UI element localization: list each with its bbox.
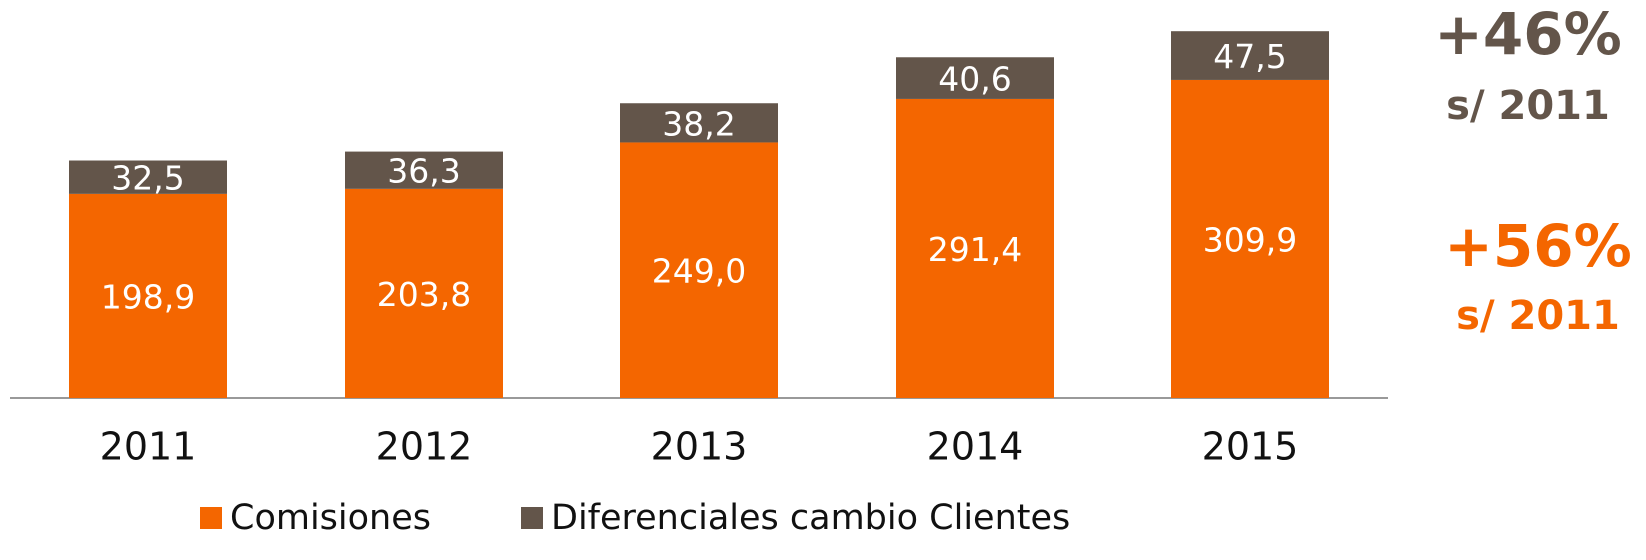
annotation: s/ 2011 bbox=[1456, 293, 1620, 339]
value-label: 249,0 bbox=[652, 252, 746, 291]
bar-segment bbox=[896, 57, 1054, 99]
value-label: 309,9 bbox=[1203, 220, 1297, 259]
bar-segment bbox=[345, 188, 503, 398]
bar-segment bbox=[1171, 31, 1329, 80]
annotation: +46% bbox=[1434, 0, 1621, 68]
value-label: 203,8 bbox=[377, 275, 471, 314]
bar-segment bbox=[69, 193, 227, 398]
value-label: 32,5 bbox=[111, 159, 184, 198]
value-label: 36,3 bbox=[387, 152, 460, 191]
x-tick-label: 2013 bbox=[651, 425, 748, 469]
annotation: +56% bbox=[1444, 212, 1631, 280]
x-tick-label: 2012 bbox=[376, 425, 473, 469]
bar-segment bbox=[620, 142, 778, 398]
annotation: s/ 2011 bbox=[1446, 83, 1610, 129]
legend-swatch bbox=[200, 507, 222, 529]
legend-label: Diferenciales cambio Clientes bbox=[551, 498, 1070, 538]
x-tick-label: 2011 bbox=[100, 425, 197, 469]
value-label: 40,6 bbox=[938, 60, 1011, 99]
bar-segment bbox=[69, 160, 227, 194]
x-tick-label: 2015 bbox=[1202, 425, 1299, 469]
value-label: 291,4 bbox=[928, 230, 1022, 269]
bar-segment bbox=[620, 103, 778, 143]
bar-segment bbox=[1171, 79, 1329, 399]
legend-label: Comisiones bbox=[230, 498, 431, 538]
bar-segment bbox=[896, 98, 1054, 398]
value-label: 38,2 bbox=[662, 104, 735, 143]
bar-segment bbox=[345, 151, 503, 189]
value-label: 198,9 bbox=[101, 277, 195, 316]
legend-swatch bbox=[521, 507, 543, 529]
value-label: 47,5 bbox=[1213, 37, 1286, 76]
x-tick-label: 2014 bbox=[927, 425, 1024, 469]
